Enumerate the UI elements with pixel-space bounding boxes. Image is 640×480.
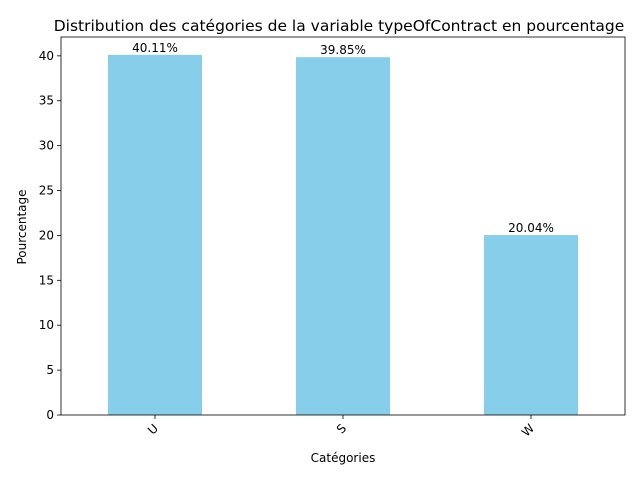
data-label-W: 20.04% <box>508 221 554 235</box>
x-axis-label: Catégories <box>311 451 376 465</box>
y-tick-label-10: 10 <box>39 318 54 332</box>
bar-S <box>296 57 390 415</box>
y-tick-label-20: 20 <box>39 228 54 242</box>
y-tick-label-5: 5 <box>46 363 54 377</box>
bar-U <box>108 54 202 415</box>
plot-area: 40.11% U 39.85% S 20.04% W 0 5 10 15 20 25 30 35 40 <box>39 36 626 440</box>
y-tick-label-35: 35 <box>39 94 54 108</box>
x-tick-label-U: U <box>145 421 161 437</box>
y-tick-label-25: 25 <box>39 184 54 198</box>
y-axis-label: Pourcentage <box>15 189 29 264</box>
y-tick-label-40: 40 <box>39 49 54 63</box>
chart-title: Distribution des catégories de la variab… <box>54 17 625 35</box>
data-label-S: 39.85% <box>320 43 366 57</box>
bar-W <box>484 235 578 415</box>
y-tick-label-0: 0 <box>46 408 54 422</box>
x-tick-label-W: W <box>519 421 537 439</box>
y-tick-label-15: 15 <box>39 273 54 287</box>
y-tick-label-30: 30 <box>39 139 54 153</box>
x-tick-label-S: S <box>334 421 349 436</box>
plot-frame <box>60 36 626 416</box>
data-label-U: 40.11% <box>132 41 178 55</box>
